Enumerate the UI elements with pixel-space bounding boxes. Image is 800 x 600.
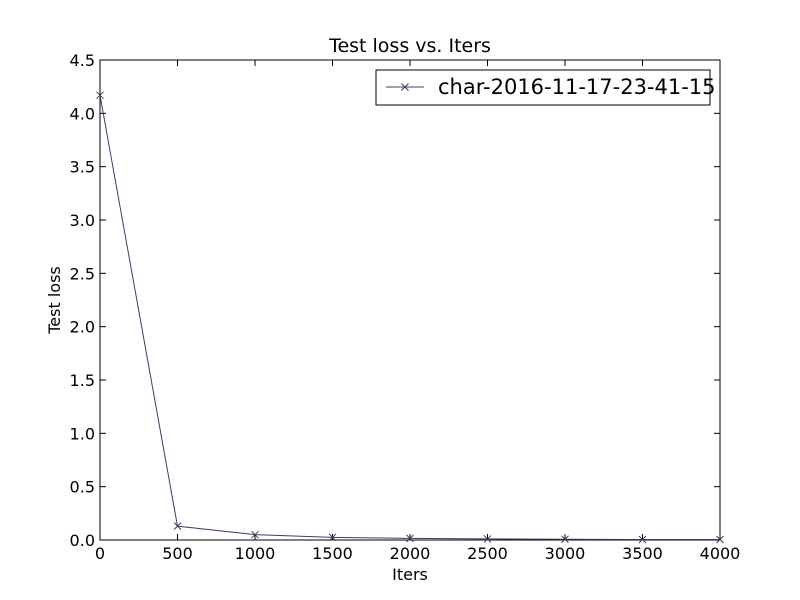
- data-point: [716, 535, 724, 544]
- x-tick-label: 2500: [467, 544, 508, 563]
- x-axis-title: Iters: [392, 565, 428, 584]
- y-tick-label: 3.5: [70, 158, 95, 177]
- y-tick-label: 2.0: [70, 318, 95, 337]
- y-tick-label: 1.5: [70, 371, 95, 390]
- y-tick-label: 0.5: [70, 478, 95, 497]
- plot-area: 0 500 1000 1500 2000 2500 3000 3500 4000 0.0 0.5 1.…: [70, 51, 741, 563]
- data-point: [96, 91, 104, 100]
- data-point: [483, 535, 492, 543]
- data-point: [173, 522, 182, 530]
- legend-label: char-2016-11-17-23-41-15: [438, 75, 716, 99]
- chart-title: Test loss vs. Iters: [328, 35, 491, 57]
- y-tick-label: 4.5: [70, 51, 95, 70]
- x-tick-label: 2000: [390, 544, 431, 563]
- y-tick-label: 4.0: [70, 104, 95, 123]
- x-tick-label: 3000: [545, 544, 586, 563]
- x-tick-label: 0: [95, 544, 105, 563]
- y-tick-label: 2.5: [70, 264, 95, 283]
- x-tick-label: 3500: [622, 544, 663, 563]
- legend-box: [375, 69, 711, 106]
- data-point: [638, 535, 647, 544]
- legend-swatch: [386, 83, 424, 91]
- y-tick-label: 0.0: [70, 531, 95, 550]
- legend: char-2016-11-17-23-41-15: [375, 69, 716, 106]
- data-point: [406, 534, 414, 543]
- x-tick-label: 1000: [235, 544, 276, 563]
- x-tick-label: 500: [162, 544, 193, 563]
- y-axis-title: Test loss: [45, 266, 64, 335]
- y-tick-label: 1.0: [70, 424, 95, 443]
- x-tick-label: 1500: [312, 544, 353, 563]
- legend-swatch-marker: [401, 83, 409, 91]
- data-point: [328, 533, 337, 542]
- data-point: [561, 535, 569, 544]
- x-tick-label: 4000: [700, 544, 741, 563]
- data-point: [251, 530, 259, 539]
- y-tick-label: 3.0: [70, 211, 95, 230]
